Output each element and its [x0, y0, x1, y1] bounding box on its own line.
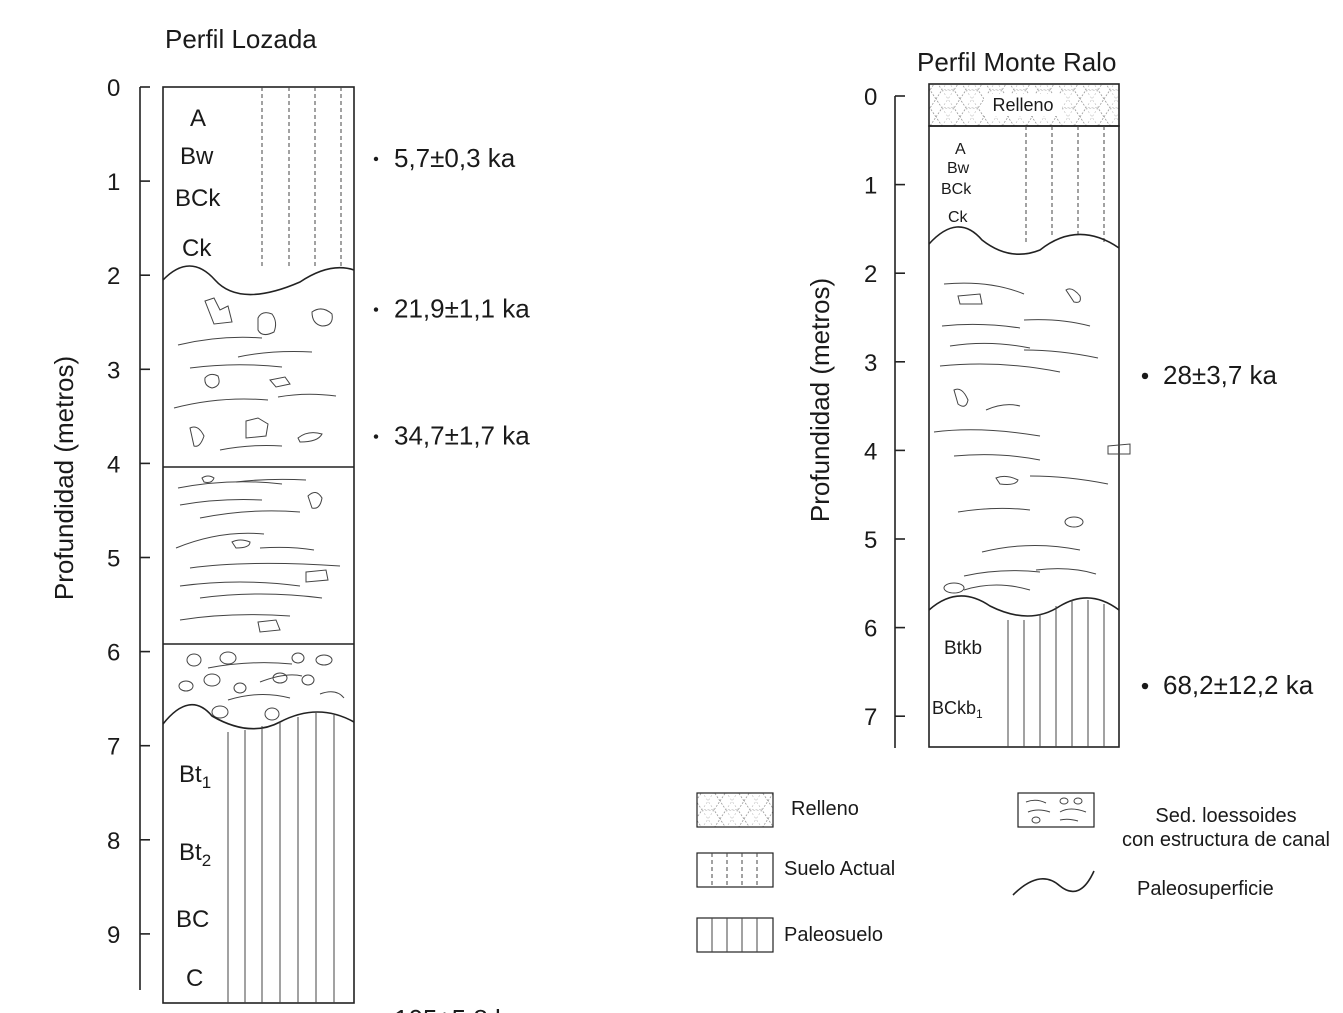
horizon-label: Bt2: [179, 839, 211, 870]
axis-tick-label: 7: [864, 704, 877, 731]
paleosurface-line: [928, 226, 1120, 256]
horizon-label: Btkb: [944, 638, 982, 659]
age-label: 34,7±1,7 ka: [394, 421, 530, 451]
horizon-label: BCk: [941, 181, 972, 198]
horizon-labels: A Bw BCk Ck Bt1 Bt2 BC C: [175, 105, 221, 992]
paleosurface-swatch: [1012, 870, 1095, 896]
channel-structure-pattern: [173, 297, 337, 451]
relleno-label: Relleno: [992, 95, 1053, 115]
age-marker: [1141, 372, 1149, 380]
legend-label: Sed. loessoides: [1155, 805, 1296, 827]
relleno-label-bg: [984, 94, 1062, 116]
horizon-label: Ck: [182, 235, 212, 262]
age-label: 5,7±0,3 ka: [394, 143, 516, 173]
age-label: 68,2±12,2 ka: [1163, 670, 1314, 700]
axis-tick-label: 5: [864, 527, 877, 554]
legend-label: Paleosuelo: [784, 924, 883, 946]
legend-label: Paleosuperficie: [1137, 878, 1274, 900]
legend-label: Relleno: [791, 798, 859, 820]
horizon-label: BC: [176, 906, 209, 933]
axis-tick-label: 6: [864, 616, 877, 643]
horizon-label: BCkb1: [932, 698, 983, 721]
age-label: 105±5,8 ka: [394, 1004, 523, 1013]
legend-item-relleno: Relleno: [696, 792, 859, 828]
paleosurface-line: [162, 265, 355, 296]
axis-tick-label: 2: [864, 261, 877, 288]
relleno-swatch: [696, 792, 774, 828]
age-label: 21,9±1,1 ka: [394, 294, 530, 324]
channel-structure-pattern: [175, 475, 341, 633]
paleosurface-line: [162, 703, 355, 730]
axis-tick-label: 9: [107, 922, 120, 949]
axis-tick-label: 1: [864, 173, 877, 200]
legend-item-paleosuelo: Paleosuelo: [696, 917, 883, 953]
axis-tick-label: 8: [107, 828, 120, 855]
profile-title: Perfil Lozada: [165, 24, 317, 54]
horizon-labels: A Bw BCk Ck Btkb BCkb1: [932, 141, 983, 721]
age-marker: [373, 307, 379, 312]
axis-tick-label: 5: [107, 546, 120, 573]
depth-axis-label: Profundidad (metros): [805, 278, 835, 522]
horizon-label: BCk: [175, 185, 221, 212]
paleosuelo-swatch: [696, 917, 774, 953]
axis-tick-label: 6: [107, 640, 120, 667]
profile-title: Perfil Monte Ralo: [917, 47, 1116, 77]
sed-loessoides-swatch: [1017, 792, 1095, 828]
axis-tick-label: 4: [107, 451, 120, 478]
age-marker: [373, 156, 379, 162]
horizon-label: Ck: [948, 209, 969, 226]
depth-axis-label: Profundidad (metros): [49, 356, 79, 600]
legend: Relleno Suelo Actual Paleosuelo: [696, 792, 1330, 953]
paleosuelo-pattern: [1007, 600, 1105, 747]
legend-item-suelo-actual: Suelo Actual: [696, 852, 895, 888]
legend-label: Suelo Actual: [784, 858, 895, 880]
suelo-actual-pattern: [1025, 126, 1105, 244]
horizon-label: Bt1: [179, 761, 211, 792]
suelo-actual-swatch: [696, 852, 774, 888]
axis-tick-label: 3: [864, 350, 877, 377]
axis-tick-label: 7: [107, 734, 120, 761]
age-marker: [373, 434, 379, 439]
legend-item-paleosuperficie: Paleosuperficie: [1012, 870, 1274, 900]
suelo-actual-pattern: [261, 87, 342, 268]
channel-structure-pattern: [178, 651, 345, 721]
horizon-label: A: [190, 105, 206, 132]
paleosurface-line: [928, 595, 1120, 617]
depth-axis-ticks: 0 1 2 3 4 5 6 7: [864, 84, 905, 731]
legend-item-sed-loessoides: Sed. loessoides con estructura de canal: [1017, 792, 1330, 851]
channel-structure-pattern: [933, 282, 1131, 594]
axis-tick-label: 3: [107, 357, 120, 384]
age-label: 28±3,7 ka: [1163, 360, 1278, 390]
profile-lozada: Perfil Lozada 0 1 2 3 4 5 6 7 8 9 Profundidad (me…: [49, 24, 530, 1013]
horizon-label: Bw: [180, 143, 214, 170]
axis-tick-label: 0: [107, 75, 120, 102]
horizon-label: Bw: [947, 160, 970, 177]
column-outline: [162, 86, 355, 1004]
axis-tick-label: 2: [107, 263, 120, 290]
depth-axis-ticks: 0 1 2 3 4 5 6 7 8 9: [107, 75, 150, 949]
axis-tick-label: 4: [864, 438, 877, 465]
paleosuelo-pattern: [227, 713, 335, 1003]
profile-monte-ralo: Perfil Monte Ralo 0 1 2 3 4 5 6 7 Profundidad (…: [805, 47, 1314, 748]
age-labels: 5,7±0,3 ka 21,9±1,1 ka 34,7±1,7 ka 105±5,8 …: [373, 143, 530, 1013]
age-marker: [1141, 682, 1149, 690]
axis-tick-label: 0: [864, 84, 877, 111]
horizon-label: A: [955, 141, 966, 158]
axis-tick-label: 1: [107, 169, 120, 196]
legend-label: con estructura de canal: [1122, 829, 1330, 851]
age-labels: 28±3,7 ka 68,2±12,2 ka: [1141, 360, 1314, 700]
horizon-label: C: [186, 965, 203, 992]
